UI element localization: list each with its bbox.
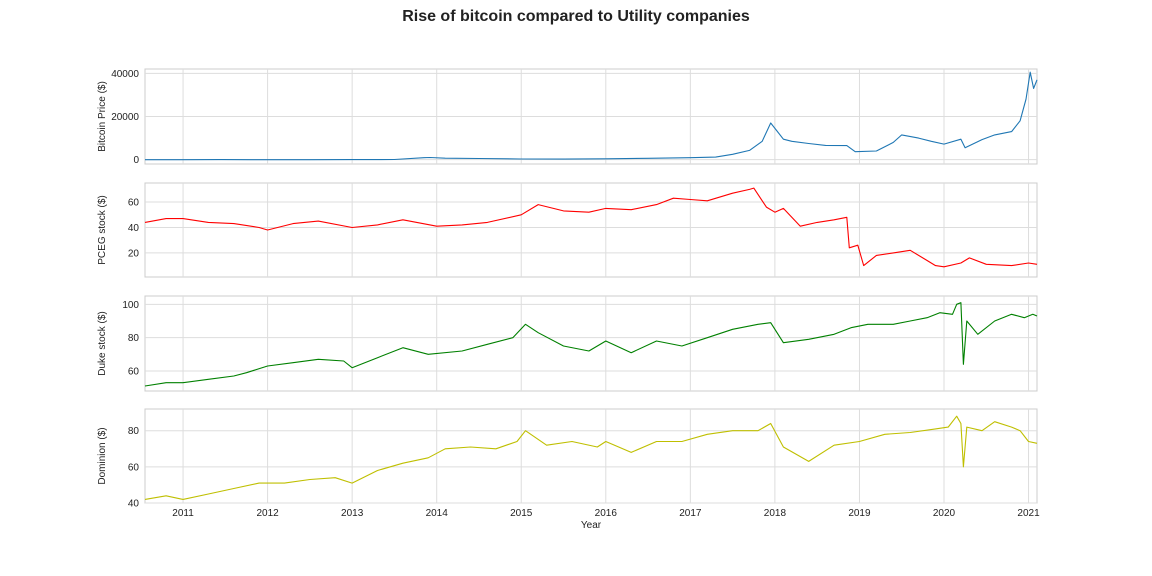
y-tick-label: 0 <box>133 155 139 166</box>
y-tick-label: 40000 <box>111 69 139 80</box>
y-axis-label: Dominion ($) <box>97 427 108 484</box>
chart-panel-3: 60 80 100 Duke stock ($) <box>97 295 1038 392</box>
y-tick-label: 60 <box>128 462 140 473</box>
chart-panel-4: 40 60 80 Dominion ($) 2011 2012 2013 2014 2015 20… <box>97 408 1040 531</box>
x-tick-label: 2016 <box>595 508 618 519</box>
y-tick-label: 80 <box>128 333 140 344</box>
x-tick-label: 2013 <box>341 508 364 519</box>
y-tick-label: 60 <box>128 367 140 378</box>
plot-area <box>144 182 1038 278</box>
plot-area <box>144 295 1038 392</box>
x-tick-label: 2017 <box>679 508 702 519</box>
x-tick-label: 2021 <box>1017 508 1040 519</box>
x-tick-label: 2018 <box>764 508 787 519</box>
y-tick-label: 60 <box>128 198 140 209</box>
chart-panel-2: 20 40 60 PCEG stock ($) <box>97 182 1038 278</box>
y-tick-label: 40 <box>128 499 140 510</box>
x-tick-label: 2012 <box>256 508 279 519</box>
x-tick-label: 2014 <box>426 508 449 519</box>
x-tick-label: 2020 <box>933 508 956 519</box>
y-tick-label: 80 <box>128 426 140 437</box>
series-line <box>144 415 1038 500</box>
series-line <box>144 302 1038 387</box>
x-tick-label: 2011 <box>172 508 194 519</box>
plot-area <box>144 408 1038 504</box>
y-tick-label: 20 <box>128 248 140 259</box>
x-axis-label: Year <box>581 520 602 531</box>
chart-title: Rise of bitcoin compared to Utility comp… <box>402 8 750 25</box>
series-line <box>145 71 1038 161</box>
y-axis-label: PCEG stock ($) <box>97 195 108 264</box>
y-tick-label: 100 <box>122 300 139 311</box>
x-tick-label: 2019 <box>848 508 871 519</box>
y-tick-label: 20000 <box>111 112 139 123</box>
y-axis-label: Bitcoin Price ($) <box>97 81 108 152</box>
y-axis-label: Duke stock ($) <box>97 311 108 375</box>
x-tick-label: 2015 <box>510 508 533 519</box>
series-line <box>144 187 1038 268</box>
y-tick-label: 40 <box>128 223 140 234</box>
